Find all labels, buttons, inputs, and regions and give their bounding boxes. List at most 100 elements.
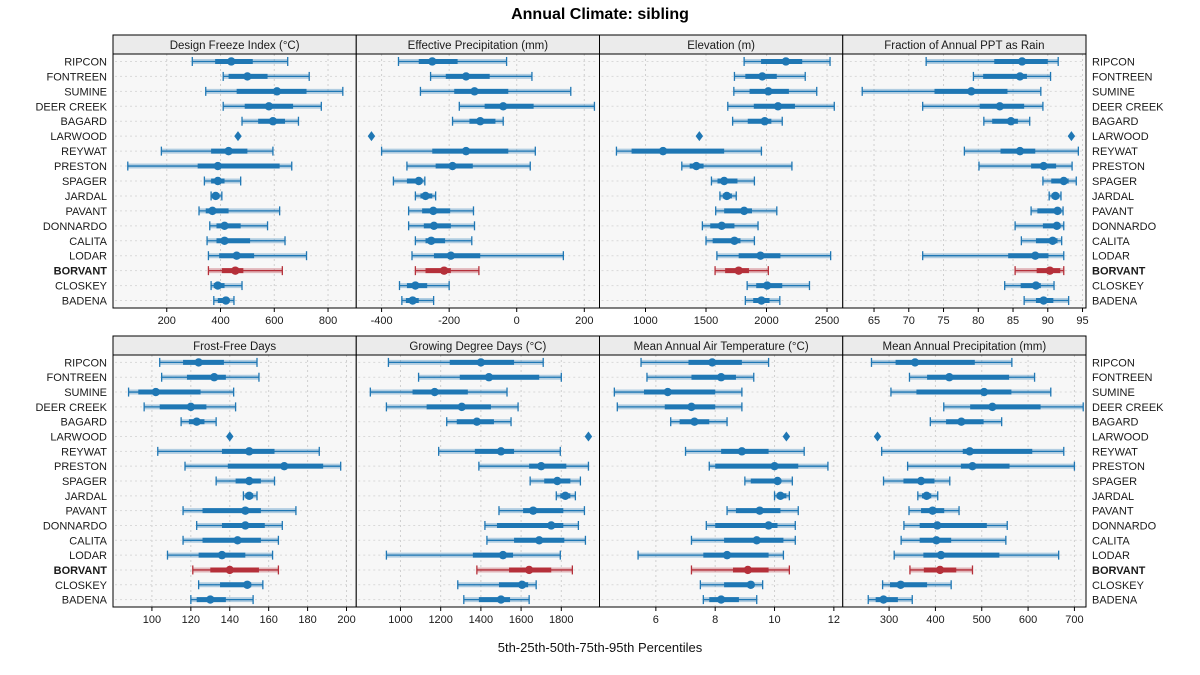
site-label-left-spager: SPAGER	[62, 476, 107, 488]
site-row-lodar	[207, 251, 308, 261]
median-dot	[916, 476, 926, 486]
site-row-borvant	[476, 565, 574, 575]
median-dot	[528, 506, 538, 515]
site-label-right-reywat: REYWAT	[1092, 446, 1138, 458]
site-row-borvant	[1014, 266, 1065, 276]
median-dot	[448, 161, 457, 171]
site-row-badena	[702, 595, 758, 605]
site-row-spager	[392, 176, 426, 186]
site-row-donnardo	[209, 221, 269, 231]
site-row-deer-creek	[385, 402, 519, 412]
chart-canvas: Design Freeze Index (°C)200 400 600 800Effe…	[35, 34, 1164, 626]
site-label-left-fontreen: FONTREEN	[47, 372, 108, 384]
site-row-ripcon	[397, 56, 508, 66]
median-dot	[658, 146, 668, 156]
site-row-fontreen	[160, 372, 260, 382]
site-row-calita	[486, 535, 587, 545]
median-dot	[208, 206, 217, 216]
site-row-bagard	[929, 417, 1003, 427]
site-label-right-badena: BADENA	[1092, 595, 1138, 607]
axis-tick-label: 85	[1007, 315, 1019, 327]
median-dot	[217, 550, 227, 560]
site-label-left-calita: CALITA	[69, 236, 107, 248]
median-dot	[1045, 266, 1055, 275]
axis-tick-label: 100	[143, 614, 161, 626]
median-dot	[737, 447, 747, 456]
axis-tick-label: 200	[158, 315, 176, 327]
site-label-left-sumine: SUMINE	[64, 387, 107, 399]
site-row-borvant	[909, 565, 974, 575]
site-row-larwood	[782, 431, 791, 442]
single-value-diamond	[367, 131, 376, 142]
site-row-preston	[681, 161, 793, 171]
site-label-left-badena: BADENA	[62, 296, 108, 308]
site-label-right-calita: CALITA	[1092, 236, 1130, 248]
site-row-bagard	[731, 116, 783, 126]
site-row-jardal	[242, 491, 258, 501]
median-dot	[206, 595, 215, 604]
site-row-spager	[882, 476, 951, 486]
panel-header-label: Mean Annual Air Temperature (°C)	[634, 341, 809, 353]
site-row-donnardo	[903, 520, 1008, 530]
site-label-left-preston: PRESTON	[54, 461, 107, 473]
site-row-sumine	[419, 86, 572, 96]
median-dot	[935, 565, 945, 575]
median-dot	[439, 266, 449, 275]
median-dot	[446, 251, 456, 260]
site-row-badena	[463, 595, 530, 605]
site-row-closkey	[1004, 281, 1055, 291]
site-row-sumine	[890, 387, 1052, 397]
median-dot	[708, 358, 717, 367]
axis-tick-label: 65	[868, 315, 880, 327]
site-label-left-borvant: BORVANT	[54, 266, 108, 278]
site-row-reywat	[160, 146, 274, 156]
site-label-left-pavant: PAVANT	[65, 206, 107, 218]
median-dot	[1052, 221, 1062, 231]
median-dot	[773, 102, 783, 111]
site-row-pavant	[407, 206, 475, 216]
site-row-closkey	[197, 580, 264, 590]
site-row-bagard	[180, 417, 217, 427]
site-row-sumine	[127, 387, 235, 397]
site-row-borvant	[690, 565, 791, 575]
panel-header-label: Mean Annual Precipitation (mm)	[883, 341, 1047, 353]
median-dot	[716, 595, 726, 604]
site-row-preston	[708, 461, 829, 471]
site-label-left-pavant: PAVANT	[65, 506, 107, 518]
axis-tick-label: 1800	[549, 614, 573, 626]
site-label-left-closkey: CLOSKEY	[55, 580, 108, 592]
site-row-pavant	[182, 506, 297, 516]
site-label-right-donnardo: DONNARDO	[1092, 221, 1157, 233]
site-label-right-donnardo: DONNARDO	[1092, 520, 1157, 532]
panel-header-label: Fraction of Annual PPT as Rain	[884, 40, 1044, 52]
median-dot	[470, 87, 479, 96]
median-dot	[1031, 251, 1040, 260]
axis-tick-label: 8	[712, 614, 718, 626]
median-dot	[988, 402, 997, 412]
median-dot	[227, 57, 236, 66]
median-dot	[268, 117, 278, 126]
site-row-fontreen	[908, 372, 1036, 382]
median-dot	[461, 72, 471, 81]
site-row-calita	[206, 236, 286, 246]
axis-tick-label: 300	[880, 614, 898, 626]
median-dot	[213, 176, 223, 186]
site-row-sumine	[613, 387, 743, 397]
site-row-closkey	[398, 281, 450, 291]
site-label-right-deer-creek: DEER CREEK	[1092, 402, 1164, 414]
site-row-badena	[401, 296, 435, 306]
site-row-bagard	[670, 417, 728, 427]
median-dot	[716, 373, 726, 382]
site-label-right-sumine: SUMINE	[1092, 387, 1135, 399]
site-row-lodar	[385, 550, 561, 560]
site-row-lodar	[411, 251, 565, 261]
axis-tick-label: 1400	[469, 614, 493, 626]
site-row-donnardo	[484, 520, 580, 530]
site-row-spager	[203, 176, 242, 186]
site-label-left-lodar: LODAR	[69, 251, 107, 263]
axis-tick-label: 2000	[754, 315, 778, 327]
median-dot	[241, 521, 250, 530]
chart-title: Annual Climate: sibling	[511, 6, 689, 23]
median-dot	[932, 536, 941, 545]
site-row-donnardo	[705, 520, 796, 530]
